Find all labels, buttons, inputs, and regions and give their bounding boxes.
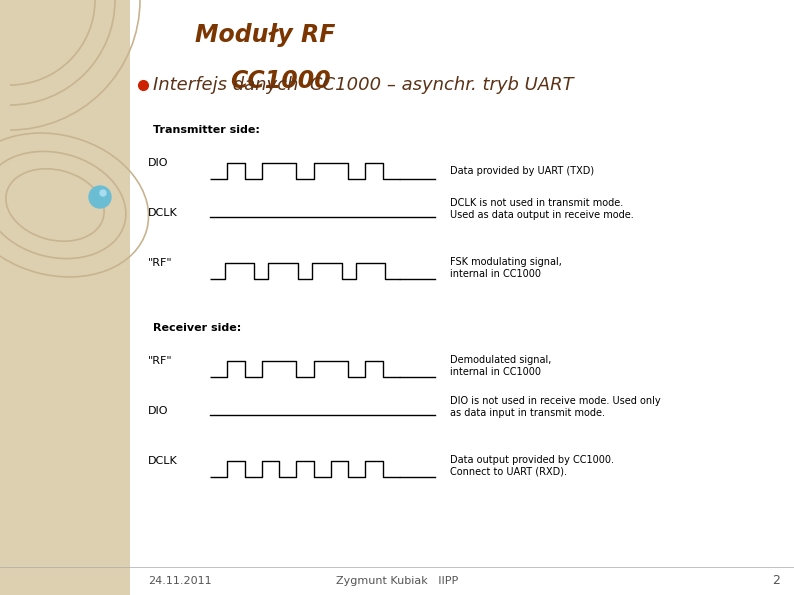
Text: FSK modulating signal,
internal in CC1000: FSK modulating signal, internal in CC100… <box>450 257 562 279</box>
FancyBboxPatch shape <box>0 0 130 595</box>
Text: Data output provided by CC1000.
Connect to UART (RXD).: Data output provided by CC1000. Connect … <box>450 455 614 477</box>
Text: CC1000: CC1000 <box>230 69 331 93</box>
Text: Data provided by UART (TXD): Data provided by UART (TXD) <box>450 166 594 176</box>
Text: DCLK: DCLK <box>148 208 178 218</box>
Text: DIO: DIO <box>148 406 168 416</box>
Text: DCLK: DCLK <box>148 456 178 466</box>
Text: DIO is not used in receive mode. Used only
as data input in transmit mode.: DIO is not used in receive mode. Used on… <box>450 396 661 418</box>
Text: Transmitter side:: Transmitter side: <box>153 125 260 135</box>
Text: 24.11.2011: 24.11.2011 <box>148 576 212 586</box>
Text: Zygmunt Kubiak   IIPP: Zygmunt Kubiak IIPP <box>336 576 458 586</box>
Text: 2: 2 <box>772 575 780 587</box>
Text: Demodulated signal,
internal in CC1000: Demodulated signal, internal in CC1000 <box>450 355 551 377</box>
Circle shape <box>89 186 111 208</box>
Text: Receiver side:: Receiver side: <box>153 323 241 333</box>
Text: "RF": "RF" <box>148 258 172 268</box>
Text: DCLK is not used in transmit mode.
Used as data output in receive mode.: DCLK is not used in transmit mode. Used … <box>450 198 634 220</box>
Text: Moduły RF: Moduły RF <box>195 23 335 47</box>
Circle shape <box>100 190 106 196</box>
Text: Interfejs danych  CC1000 – asynchr. tryb UART: Interfejs danych CC1000 – asynchr. tryb … <box>153 76 573 94</box>
Text: DIO: DIO <box>148 158 168 168</box>
Text: "RF": "RF" <box>148 356 172 366</box>
